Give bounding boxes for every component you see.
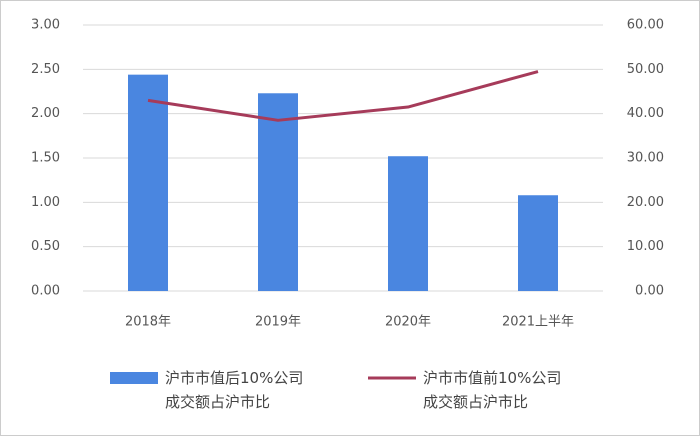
legend-line: 沪市市值后10%公司 — [165, 369, 303, 387]
bar — [518, 195, 558, 291]
y2-tick-label: 20.00 — [627, 195, 664, 210]
legend-label: 沪市市值前10%公司成交额占沪市比 — [423, 369, 561, 411]
y-tick-label: 1.50 — [31, 151, 60, 166]
bar — [258, 93, 298, 291]
legend-line: 成交额占沪市比 — [423, 393, 528, 411]
y-tick-label: 0.00 — [31, 284, 60, 299]
y2-tick-label: 50.00 — [627, 62, 664, 77]
x-tick-label: 2021上半年 — [502, 315, 574, 330]
bar — [388, 156, 428, 291]
x-tick-label: 2019年 — [255, 315, 301, 330]
legend-line: 沪市市值前10%公司 — [423, 369, 561, 387]
y-tick-label: 0.50 — [31, 239, 60, 254]
line — [147, 70, 539, 122]
y2-tick-label: 0.00 — [635, 284, 664, 299]
legend-line: 成交额占沪市比 — [165, 393, 270, 411]
legend-swatch — [110, 372, 158, 384]
y-tick-label: 2.00 — [31, 106, 60, 121]
x-tick-label: 2020年 — [385, 315, 431, 330]
y-tick-label: 2.50 — [31, 62, 60, 77]
y2-tick-label: 10.00 — [627, 239, 664, 254]
y-tick-label: 1.00 — [31, 195, 60, 210]
y2-tick-label: 40.00 — [627, 106, 664, 121]
bar — [128, 74, 168, 291]
y2-tick-label: 60.00 — [627, 18, 664, 33]
y2-tick-label: 30.00 — [627, 151, 664, 166]
legend-label: 沪市市值后10%公司成交额占沪市比 — [165, 369, 303, 411]
x-tick-label: 2018年 — [125, 315, 171, 330]
y-tick-label: 3.00 — [31, 18, 60, 33]
